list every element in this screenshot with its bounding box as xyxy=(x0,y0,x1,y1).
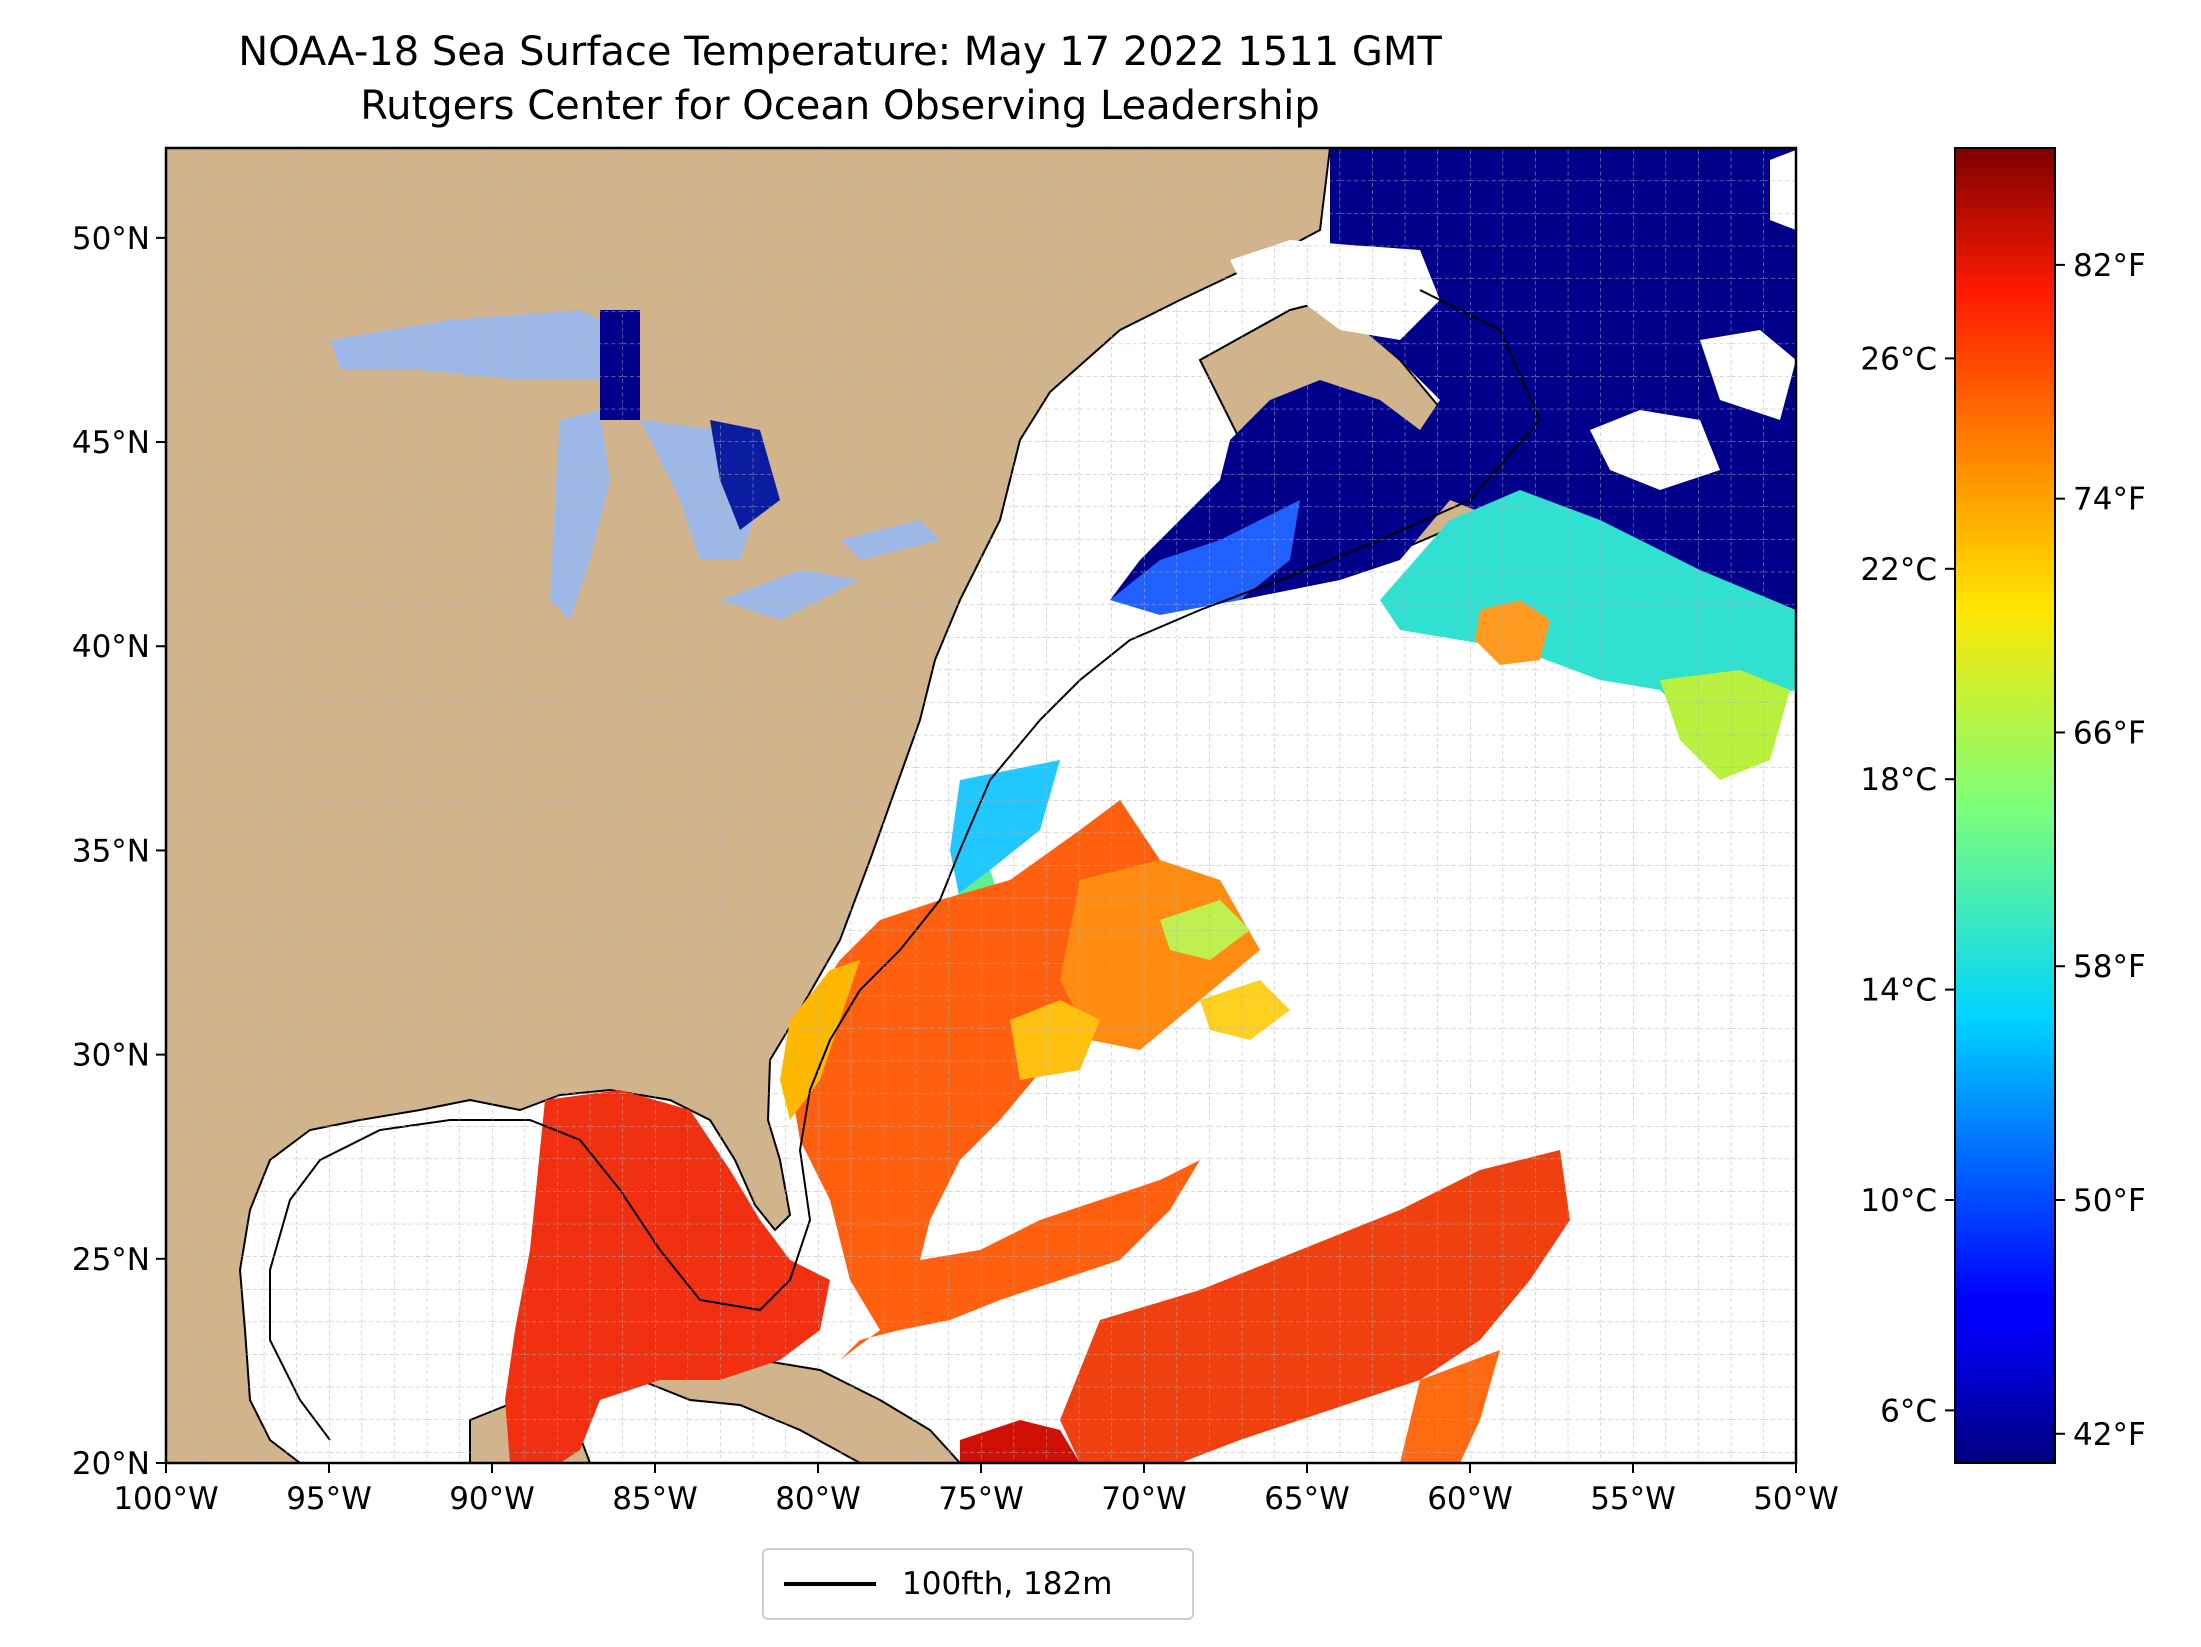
lat-tick-label: 50°N xyxy=(72,221,150,257)
lon-tick-label: 90°W xyxy=(449,1481,535,1517)
lon-tick-label: 60°W xyxy=(1427,1481,1513,1517)
lon-tick-label: 65°W xyxy=(1264,1481,1350,1517)
celsius-tick-label: 6°C xyxy=(1880,1393,1937,1429)
lon-tick-label: 100°W xyxy=(113,1481,218,1517)
colorbar-fahrenheit-ticks: 42°F 50°F 58°F 66°F 74°F 82°F xyxy=(2055,248,2146,1453)
map-plot-area xyxy=(166,148,1796,1463)
colorbar xyxy=(1954,147,2056,1464)
fahrenheit-tick-label: 50°F xyxy=(2073,1183,2146,1219)
fahrenheit-tick-label: 42°F xyxy=(2073,1417,2146,1453)
lon-tick-label: 55°W xyxy=(1590,1481,1676,1517)
lat-tick-label: 25°N xyxy=(72,1242,150,1278)
lat-tick-label: 40°N xyxy=(72,629,150,665)
longitude-ticks: 100°W 95°W 90°W 85°W 80°W 75°W 70°W 65°W 60°W 55°… xyxy=(113,1463,1839,1517)
lat-tick-label: 20°N xyxy=(72,1446,150,1482)
lat-tick-label: 30°N xyxy=(72,1038,150,1074)
lon-tick-label: 80°W xyxy=(775,1481,861,1517)
celsius-tick-label: 18°C xyxy=(1860,762,1937,798)
legend: 100fth, 182m xyxy=(762,1548,1194,1620)
fahrenheit-tick-label: 82°F xyxy=(2073,248,2146,284)
lon-tick-label: 50°W xyxy=(1753,1481,1839,1517)
fahrenheit-tick-label: 66°F xyxy=(2073,715,2146,751)
fahrenheit-tick-label: 74°F xyxy=(2073,482,2146,518)
lon-tick-label: 70°W xyxy=(1101,1481,1187,1517)
celsius-tick-label: 14°C xyxy=(1860,973,1937,1009)
latitude-ticks: 20°N 25°N 30°N 35°N 40°N 45°N 50°N xyxy=(72,221,166,1482)
lon-tick-label: 85°W xyxy=(612,1481,698,1517)
lat-tick-label: 45°N xyxy=(72,425,150,461)
legend-label: 100fth, 182m xyxy=(902,1566,1113,1602)
celsius-tick-label: 26°C xyxy=(1860,341,1937,377)
fahrenheit-tick-label: 58°F xyxy=(2073,949,2146,985)
lon-tick-label: 95°W xyxy=(286,1481,372,1517)
celsius-tick-label: 22°C xyxy=(1860,552,1937,588)
legend-isobath-line xyxy=(784,1582,876,1586)
lon-tick-label: 75°W xyxy=(938,1481,1024,1517)
lat-tick-label: 35°N xyxy=(72,833,150,869)
map-title: NOAA-18 Sea Surface Temperature: May 17 … xyxy=(238,29,1442,75)
colorbar-celsius-ticks: 6°C 10°C 14°C 18°C 22°C 26°C xyxy=(1860,341,1955,1429)
celsius-tick-label: 10°C xyxy=(1860,1183,1937,1219)
map-subtitle: Rutgers Center for Ocean Observing Leade… xyxy=(360,83,1320,129)
